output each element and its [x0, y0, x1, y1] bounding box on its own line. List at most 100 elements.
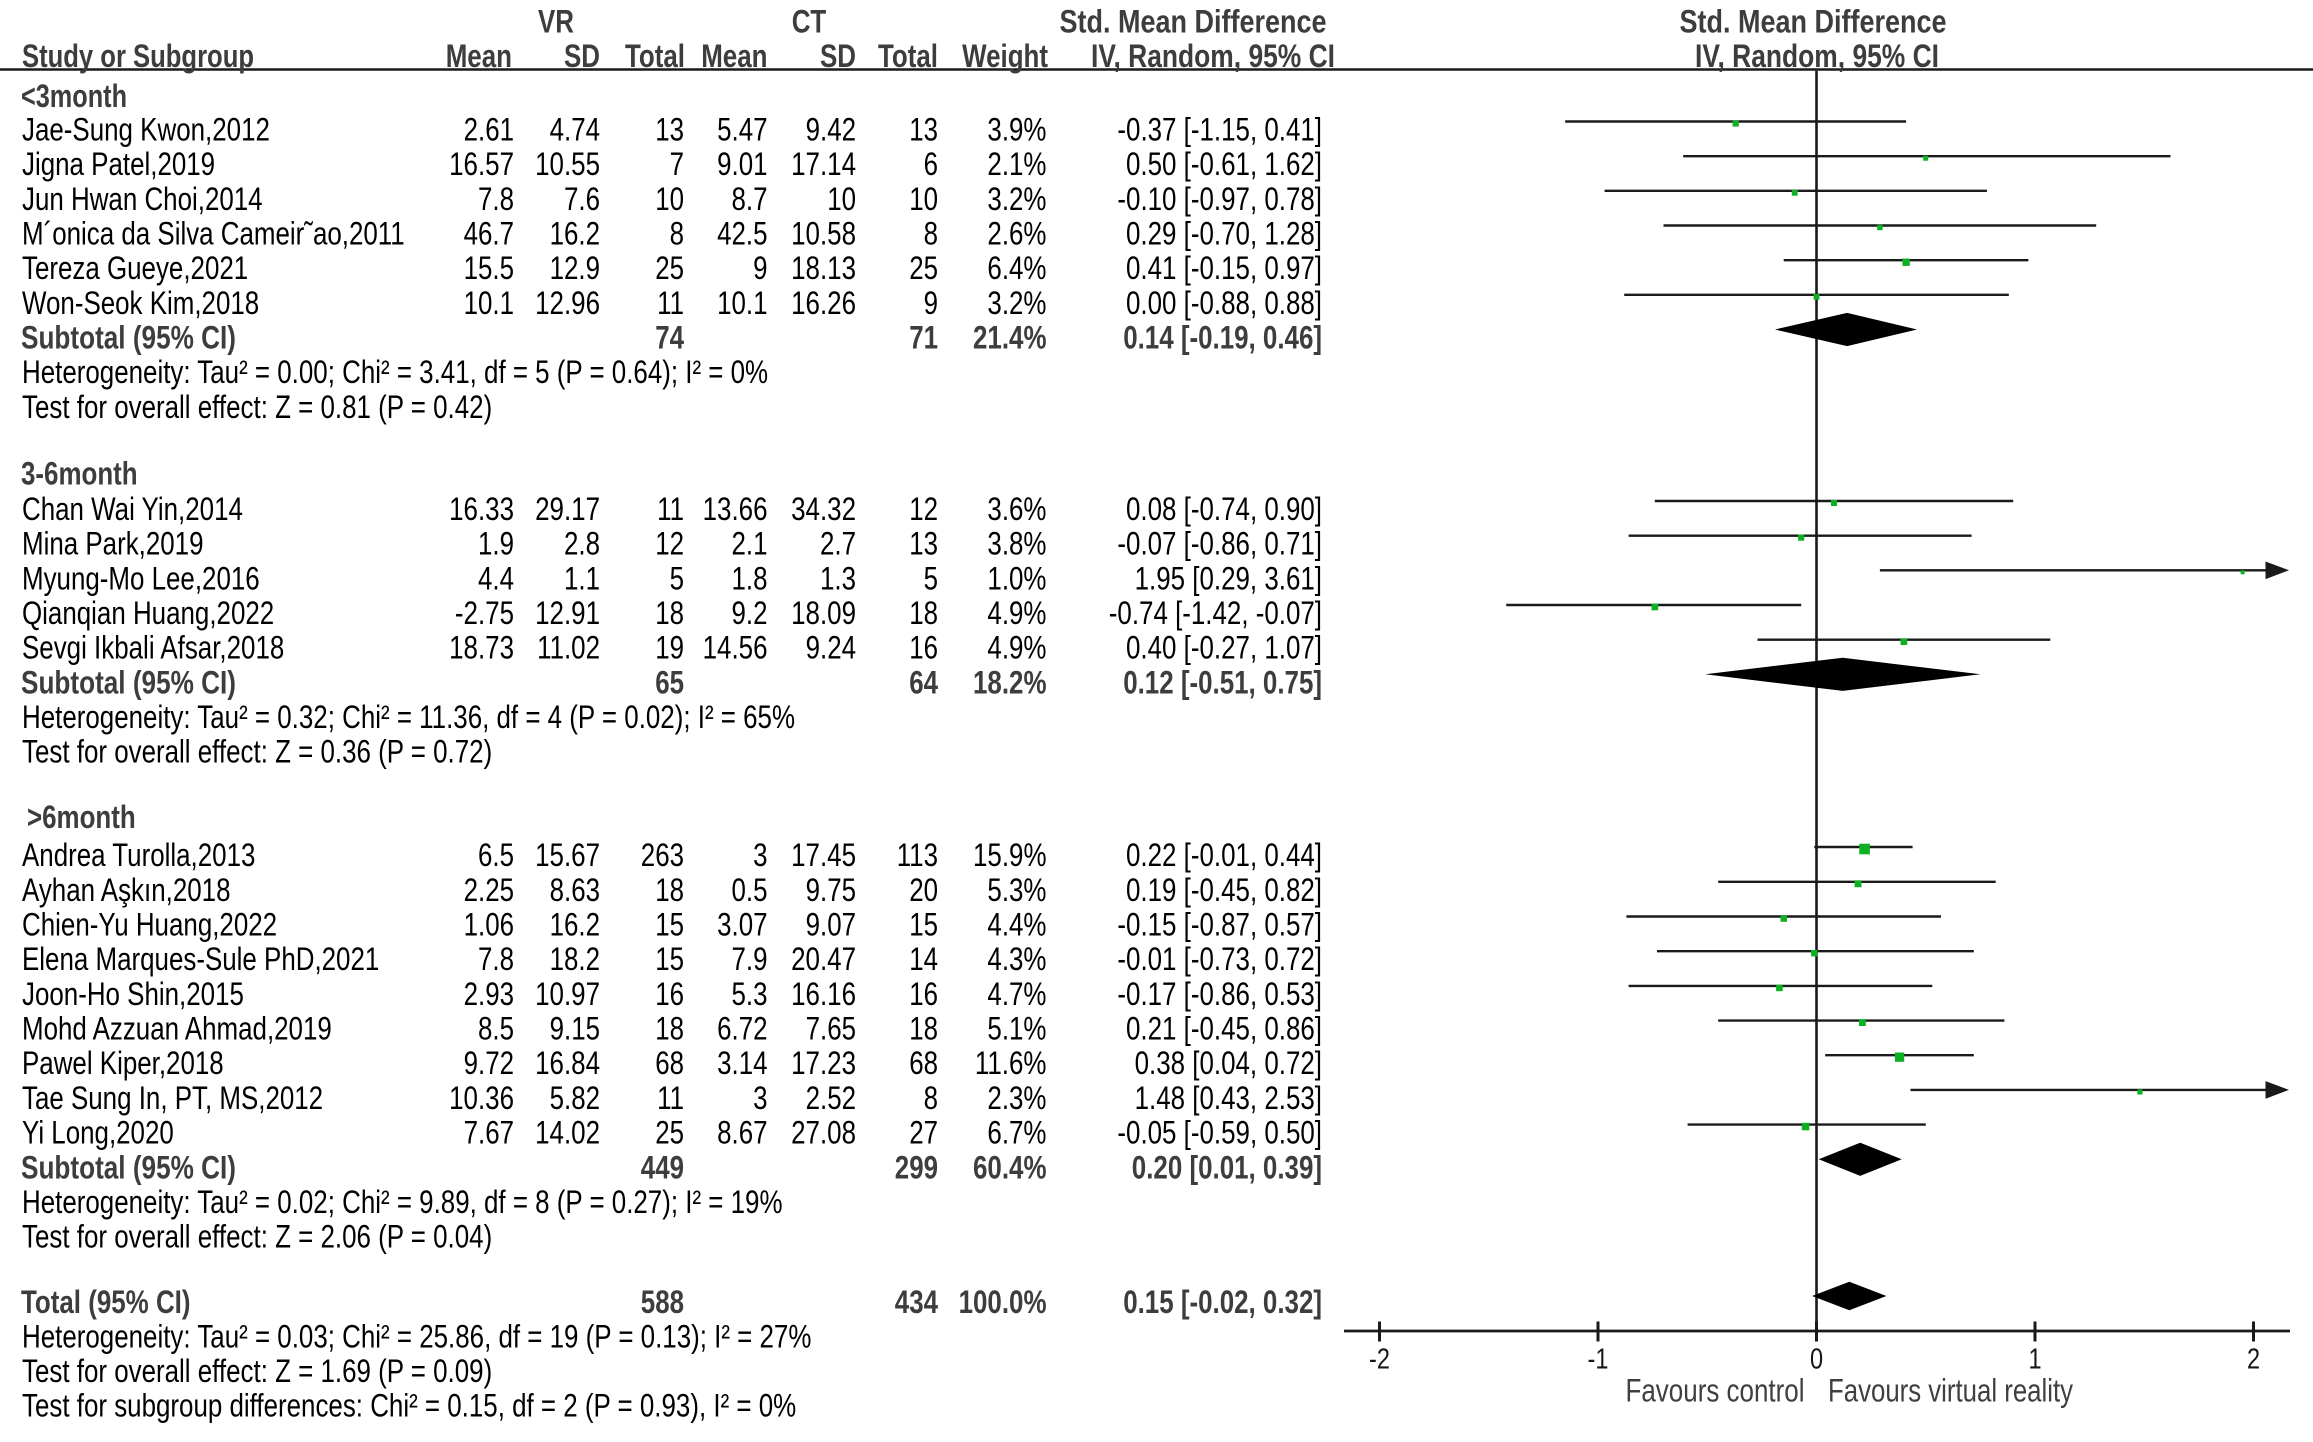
svg-text:10: 10: [909, 181, 938, 217]
svg-text:Qianqian Huang,2022: Qianqian Huang,2022: [22, 595, 274, 631]
svg-text:1.1: 1.1: [564, 560, 600, 596]
svg-text:14.02: 14.02: [535, 1115, 600, 1151]
svg-text:5.3%: 5.3%: [987, 872, 1046, 908]
svg-text:-0.07 [-0.86, 0.71]: -0.07 [-0.86, 0.71]: [1117, 526, 1322, 562]
svg-text:27.08: 27.08: [791, 1115, 856, 1151]
svg-text:2: 2: [2247, 1344, 2260, 1376]
svg-text:2.61: 2.61: [464, 112, 514, 148]
svg-text:Won-Seok Kim,2018: Won-Seok Kim,2018: [22, 285, 259, 321]
svg-text:588: 588: [641, 1284, 684, 1320]
svg-text:25: 25: [655, 1115, 684, 1151]
svg-text:Test for overall effect: Z = 0: Test for overall effect: Z = 0.81 (P = 0…: [22, 389, 492, 425]
svg-text:2.6%: 2.6%: [987, 216, 1046, 252]
svg-text:9.15: 9.15: [550, 1011, 600, 1047]
svg-text:SD: SD: [820, 38, 856, 74]
svg-text:9: 9: [753, 250, 767, 286]
svg-text:263: 263: [641, 837, 684, 873]
svg-text:-0.05 [-0.59, 0.50]: -0.05 [-0.59, 0.50]: [1117, 1115, 1322, 1151]
svg-text:71: 71: [909, 320, 938, 356]
svg-text:46.7: 46.7: [464, 216, 514, 252]
svg-text:8.63: 8.63: [550, 872, 600, 908]
svg-text:6.72: 6.72: [717, 1011, 767, 1047]
svg-text:9.07: 9.07: [806, 907, 856, 943]
svg-text:16: 16: [909, 630, 938, 666]
svg-text:Total (95% CI): Total (95% CI): [21, 1284, 191, 1320]
svg-text:3: 3: [753, 837, 767, 873]
svg-text:-0.15 [-0.87, 0.57]: -0.15 [-0.87, 0.57]: [1117, 907, 1322, 943]
svg-text:Test for overall effect: Z = 2: Test for overall effect: Z = 2.06 (P = 0…: [22, 1219, 492, 1255]
svg-text:16.84: 16.84: [535, 1045, 600, 1081]
svg-text:14: 14: [909, 941, 938, 977]
svg-text:19: 19: [655, 630, 684, 666]
svg-text:8: 8: [924, 216, 938, 252]
svg-text:Jae-Sung Kwon,2012: Jae-Sung Kwon,2012: [22, 112, 270, 148]
svg-text:20.47: 20.47: [791, 941, 856, 977]
svg-text:16: 16: [655, 976, 684, 1012]
svg-text:Jun Hwan Choi,2014: Jun Hwan Choi,2014: [22, 181, 263, 217]
svg-text:13.66: 13.66: [703, 491, 768, 527]
svg-text:6.5: 6.5: [478, 837, 514, 873]
svg-text:8.67: 8.67: [717, 1115, 767, 1151]
svg-text:Heterogeneity: Tau² = 0.32; Ch: Heterogeneity: Tau² = 0.32; Chi² = 11.36…: [22, 699, 795, 735]
svg-text:Subtotal (95% CI): Subtotal (95% CI): [21, 664, 236, 700]
svg-text:Test for overall effect: Z = 1: Test for overall effect: Z = 1.69 (P = 0…: [22, 1353, 492, 1389]
svg-text:1.95 [0.29, 3.61]: 1.95 [0.29, 3.61]: [1135, 560, 1322, 596]
svg-text:12: 12: [655, 526, 684, 562]
svg-text:5.82: 5.82: [550, 1080, 600, 1116]
svg-text:Pawel Kiper,2018: Pawel Kiper,2018: [22, 1045, 224, 1081]
svg-text:34.32: 34.32: [791, 491, 856, 527]
svg-text:9.24: 9.24: [806, 630, 856, 666]
svg-text:3.07: 3.07: [717, 907, 767, 943]
svg-text:15.67: 15.67: [535, 837, 600, 873]
svg-text:2.25: 2.25: [464, 872, 514, 908]
svg-text:4.7%: 4.7%: [987, 976, 1046, 1012]
svg-text:10.58: 10.58: [791, 216, 856, 252]
svg-text:8: 8: [670, 216, 684, 252]
svg-text:17.23: 17.23: [791, 1045, 856, 1081]
svg-text:0.14 [-0.19, 0.46]: 0.14 [-0.19, 0.46]: [1123, 320, 1322, 356]
svg-text:8: 8: [924, 1080, 938, 1116]
svg-text:3: 3: [753, 1080, 767, 1116]
svg-text:10.97: 10.97: [535, 976, 600, 1012]
svg-text:Total: Total: [878, 38, 938, 74]
svg-text:Favours virtual reality: Favours virtual reality: [1828, 1373, 2073, 1409]
svg-text:Mina Park,2019: Mina Park,2019: [22, 526, 204, 562]
svg-text:-2: -2: [1369, 1344, 1390, 1376]
svg-text:3.2%: 3.2%: [987, 181, 1046, 217]
svg-text:65: 65: [655, 664, 684, 700]
svg-text:-1: -1: [1588, 1344, 1609, 1376]
svg-text:12.96: 12.96: [535, 285, 600, 321]
svg-text:64: 64: [909, 664, 938, 700]
svg-text:Andrea Turolla,2013: Andrea Turolla,2013: [22, 837, 255, 873]
svg-text:18: 18: [655, 595, 684, 631]
svg-text:1.3: 1.3: [820, 560, 856, 596]
svg-text:434: 434: [895, 1284, 938, 1320]
svg-text:-0.01 [-0.73, 0.72]: -0.01 [-0.73, 0.72]: [1117, 941, 1322, 977]
svg-text:14.56: 14.56: [703, 630, 768, 666]
svg-text:VR: VR: [538, 4, 574, 40]
svg-text:12.9: 12.9: [550, 250, 600, 286]
svg-text:13: 13: [655, 112, 684, 148]
svg-text:Chien-Yu Huang,2022: Chien-Yu Huang,2022: [22, 907, 277, 943]
svg-text:Subtotal (95% CI): Subtotal (95% CI): [21, 320, 236, 356]
svg-text:27: 27: [909, 1115, 938, 1151]
svg-text:0.20 [0.01, 0.39]: 0.20 [0.01, 0.39]: [1132, 1149, 1322, 1185]
svg-text:9.72: 9.72: [464, 1045, 514, 1081]
svg-text:Heterogeneity: Tau² = 0.02; Ch: Heterogeneity: Tau² = 0.02; Chi² = 9.89,…: [22, 1184, 783, 1220]
svg-text:11: 11: [657, 1080, 684, 1116]
svg-text:10.1: 10.1: [464, 285, 514, 321]
svg-text:25: 25: [909, 250, 938, 286]
svg-text:16: 16: [909, 976, 938, 1012]
svg-text:-0.37 [-1.15, 0.41]: -0.37 [-1.15, 0.41]: [1117, 112, 1322, 148]
svg-text:Test for overall effect: Z = 0: Test for overall effect: Z = 0.36 (P = 0…: [22, 734, 492, 770]
svg-text:25: 25: [655, 250, 684, 286]
svg-text:Elena Marques-Sule PhD,2021: Elena Marques-Sule PhD,2021: [22, 941, 379, 977]
svg-text:16.2: 16.2: [550, 907, 600, 943]
svg-text:15: 15: [655, 941, 684, 977]
svg-text:6.7%: 6.7%: [987, 1115, 1046, 1151]
svg-text:1.48 [0.43, 2.53]: 1.48 [0.43, 2.53]: [1135, 1080, 1322, 1116]
svg-text:0.50 [-0.61, 1.62]: 0.50 [-0.61, 1.62]: [1126, 146, 1322, 182]
svg-text:0: 0: [1810, 1344, 1823, 1376]
svg-text:11: 11: [657, 285, 684, 321]
svg-text:4.3%: 4.3%: [987, 941, 1046, 977]
